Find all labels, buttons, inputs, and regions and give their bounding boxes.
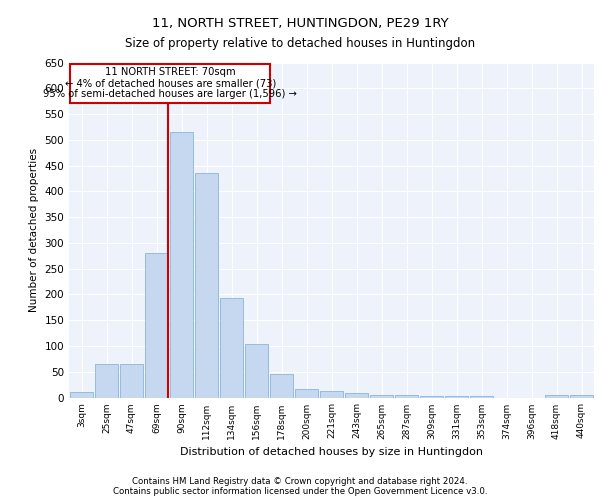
Text: ← 4% of detached houses are smaller (73): ← 4% of detached houses are smaller (73) [65,78,276,88]
Bar [570,395,593,398]
Bar [295,390,318,398]
X-axis label: Distribution of detached houses by size in Huntingdon: Distribution of detached houses by size … [180,447,483,457]
Bar [345,394,368,398]
Text: Contains public sector information licensed under the Open Government Licence v3: Contains public sector information licen… [113,487,487,496]
Bar [70,392,93,398]
Text: 11, NORTH STREET, HUNTINGDON, PE29 1RY: 11, NORTH STREET, HUNTINGDON, PE29 1RY [152,18,448,30]
Bar [320,392,343,398]
Bar [545,395,568,398]
Y-axis label: Number of detached properties: Number of detached properties [29,148,39,312]
Text: Size of property relative to detached houses in Huntingdon: Size of property relative to detached ho… [125,38,475,51]
Bar [95,364,118,398]
Bar [395,395,418,398]
Bar [120,364,143,398]
Bar [445,396,468,398]
FancyBboxPatch shape [70,64,270,102]
Bar [370,395,393,398]
Bar [420,396,443,398]
Text: Contains HM Land Registry data © Crown copyright and database right 2024.: Contains HM Land Registry data © Crown c… [132,477,468,486]
Bar [245,344,268,398]
Text: 11 NORTH STREET: 70sqm: 11 NORTH STREET: 70sqm [105,67,236,77]
Bar [220,298,243,398]
Text: 95% of semi-detached houses are larger (1,596) →: 95% of semi-detached houses are larger (… [43,89,297,99]
Bar [170,132,193,398]
Bar [470,396,493,398]
Bar [270,374,293,398]
Bar [195,174,218,398]
Bar [145,253,168,398]
